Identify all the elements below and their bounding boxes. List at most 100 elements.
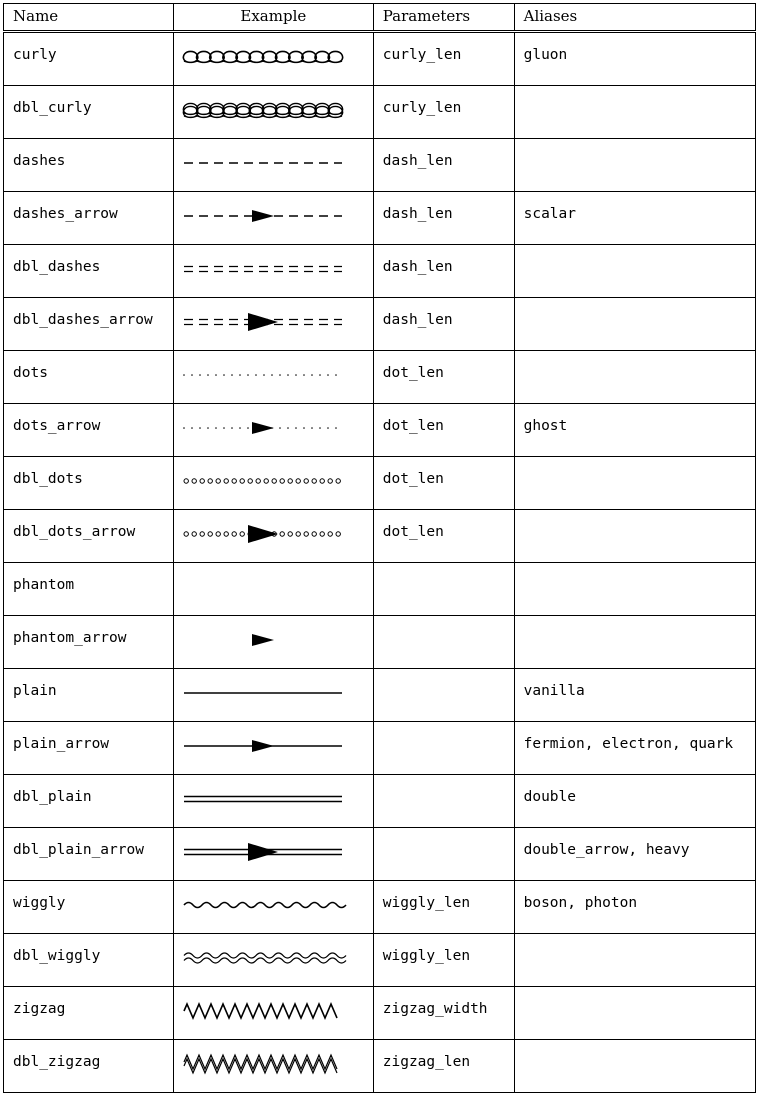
line-styles-table: Name Example Parameters Aliases curly cur… — [3, 3, 757, 1093]
arrowhead — [251, 740, 274, 752]
line-style-example — [183, 843, 342, 861]
line-style-example — [183, 478, 341, 484]
table-row: dbl_plain_arrow double_arrow, heavy — [3, 827, 757, 881]
line-style-example — [183, 1053, 338, 1075]
row-name: dbl_dots_arrow — [3, 509, 174, 563]
line-style-example — [183, 901, 347, 909]
row-example — [172, 350, 374, 404]
table-row: dbl_dots_arrow dot_len — [3, 509, 757, 563]
table-row: dbl_curly curly_len — [3, 85, 757, 139]
row-example — [172, 297, 374, 351]
table-row: dbl_plain double — [3, 774, 757, 828]
row-example — [172, 85, 374, 139]
row-aliases — [513, 244, 757, 298]
row-name: dashes_arrow — [3, 191, 174, 245]
row-aliases — [513, 138, 757, 192]
table-row: phantom — [3, 562, 757, 616]
table-row: dbl_wiggly wiggly_len — [3, 933, 757, 987]
row-example — [172, 668, 374, 722]
row-name: phantom — [3, 562, 174, 616]
row-parameters: wiggly_len — [372, 880, 515, 934]
row-aliases: double_arrow, heavy — [513, 827, 757, 881]
row-aliases — [513, 615, 757, 669]
row-parameters: curly_len — [372, 31, 515, 86]
row-aliases: gluon — [513, 31, 757, 86]
row-example — [172, 562, 374, 616]
table-row: dbl_zigzag zigzag_len — [3, 1039, 757, 1093]
row-parameters: zigzag_width — [372, 986, 515, 1040]
line-style-example — [183, 952, 347, 964]
table-row: dashes_arrow dash_len scalar — [3, 191, 757, 245]
row-example — [172, 774, 374, 828]
line-style-example — [183, 525, 341, 543]
row-aliases: double — [513, 774, 757, 828]
table-row: dashes dash_len — [3, 138, 757, 192]
row-example — [172, 138, 374, 192]
row-aliases: boson, photon — [513, 880, 757, 934]
row-aliases — [513, 85, 757, 139]
row-parameters: dash_len — [372, 297, 515, 351]
header-parameters: Parameters — [372, 3, 515, 32]
header-example: Example — [172, 3, 374, 32]
row-parameters: dash_len — [372, 244, 515, 298]
row-name: dashes — [3, 138, 174, 192]
row-aliases — [513, 456, 757, 510]
row-name: dbl_zigzag — [3, 1039, 174, 1093]
arrowhead — [251, 210, 274, 222]
table-row: wiggly wiggly_len boson, photon — [3, 880, 757, 934]
table-row: curly curly_len gluon — [3, 31, 757, 86]
row-parameters: wiggly_len — [372, 933, 515, 987]
row-aliases — [513, 350, 757, 404]
row-parameters: dash_len — [372, 138, 515, 192]
row-name: plain — [3, 668, 174, 722]
row-name: dbl_curly — [3, 85, 174, 139]
line-style-example — [183, 374, 337, 376]
header-aliases: Aliases — [513, 3, 757, 32]
row-parameters: dot_len — [372, 509, 515, 563]
row-example — [172, 1039, 374, 1093]
row-parameters — [372, 562, 515, 616]
table-row: phantom_arrow — [3, 615, 757, 669]
row-aliases: ghost — [513, 403, 757, 457]
row-name: plain_arrow — [3, 721, 174, 775]
row-parameters: dot_len — [372, 456, 515, 510]
row-name: zigzag — [3, 986, 174, 1040]
row-name: dbl_dashes_arrow — [3, 297, 174, 351]
row-aliases — [513, 1039, 757, 1093]
row-name: dots_arrow — [3, 403, 174, 457]
row-example — [172, 721, 374, 775]
row-name: dbl_plain — [3, 774, 174, 828]
row-name: curly — [3, 31, 174, 86]
table-row: dots_arrow dot_len ghost — [3, 403, 757, 457]
row-example — [172, 880, 374, 934]
line-style-example — [183, 313, 342, 331]
row-parameters — [372, 721, 515, 775]
row-parameters — [372, 668, 515, 722]
row-example — [172, 244, 374, 298]
arrowhead — [251, 422, 274, 434]
row-parameters: zigzag_len — [372, 1039, 515, 1093]
line-style-example — [182, 102, 344, 119]
row-parameters — [372, 827, 515, 881]
table-row: dbl_dots dot_len — [3, 456, 757, 510]
row-name: dots — [3, 350, 174, 404]
line-style-example — [183, 1001, 338, 1021]
line-style-example — [183, 422, 337, 434]
row-example — [172, 403, 374, 457]
row-example — [172, 509, 374, 563]
row-name: dbl_plain_arrow — [3, 827, 174, 881]
row-example — [172, 191, 374, 245]
row-example — [172, 31, 374, 86]
row-name: dbl_wiggly — [3, 933, 174, 987]
row-parameters — [372, 615, 515, 669]
row-parameters: curly_len — [372, 85, 515, 139]
table-row: dots dot_len — [3, 350, 757, 404]
row-example — [172, 615, 374, 669]
row-aliases — [513, 562, 757, 616]
arrowhead — [247, 525, 278, 543]
row-aliases — [513, 933, 757, 987]
row-aliases — [513, 509, 757, 563]
row-parameters — [372, 774, 515, 828]
line-style-example — [251, 634, 274, 646]
line-style-example — [183, 795, 342, 803]
